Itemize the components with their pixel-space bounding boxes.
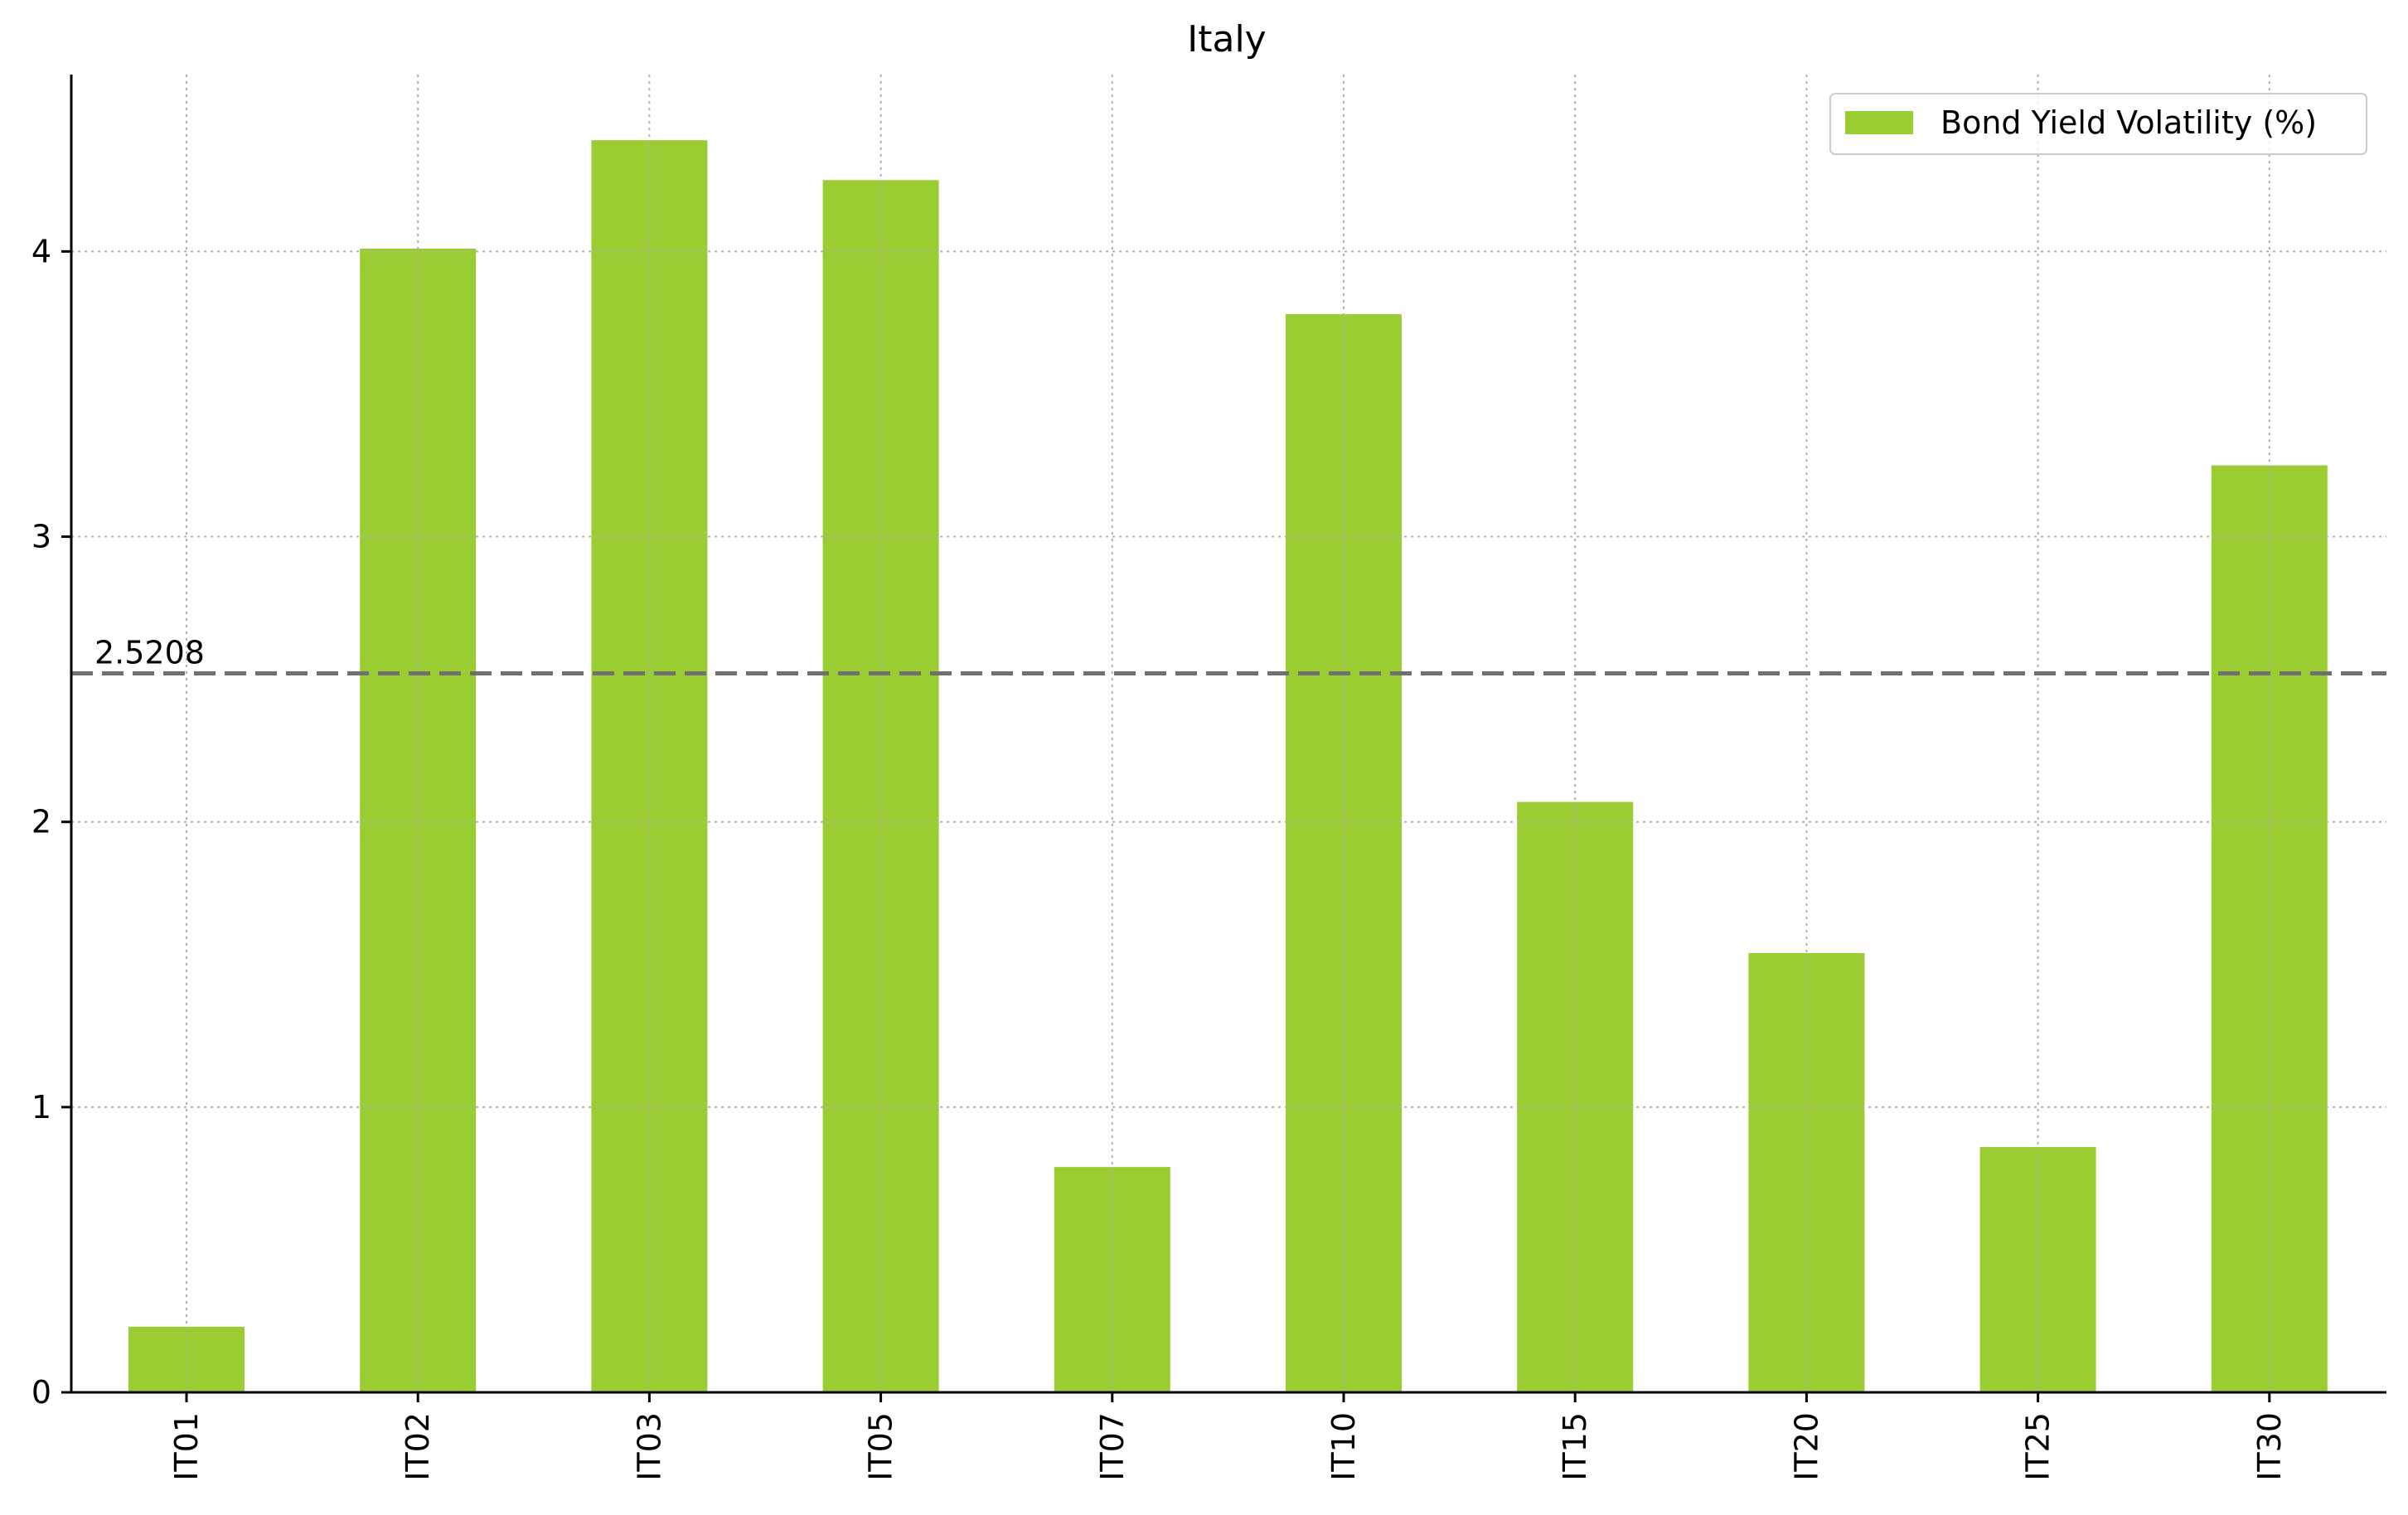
- chart-title: Italy: [1187, 18, 1266, 61]
- axes: [70, 75, 2386, 1394]
- legend: Bond Yield Volatility (%): [1829, 93, 2367, 155]
- y-tick-label: 4: [31, 233, 51, 269]
- y-tick-label: 1: [31, 1089, 51, 1125]
- x-tick-label-it15: IT15: [1557, 1412, 1593, 1481]
- y-tick-label: 0: [31, 1374, 51, 1411]
- x-tick-label-it30: IT30: [2251, 1412, 2288, 1481]
- y-tick-label: 3: [31, 519, 51, 555]
- x-tick-label-it01: IT01: [168, 1412, 205, 1481]
- x-tick-label-it20: IT20: [1788, 1412, 1824, 1481]
- bar-it30: [2211, 465, 2328, 1392]
- y-ticks: 0 1 2 3 4: [31, 233, 71, 1411]
- y-tick-label: 2: [31, 804, 51, 840]
- x-ticks: IT01 IT02 IT03 IT05 IT07 IT10 IT15 IT20 IT25 IT30: [168, 1392, 2288, 1481]
- legend-box: [1829, 93, 2367, 155]
- bar-it02: [360, 248, 477, 1392]
- x-tick-label-it03: IT03: [631, 1412, 667, 1481]
- reference-line-group: 2.5208: [71, 634, 2386, 675]
- mean-reference-label: 2.5208: [94, 634, 205, 670]
- bar-it20: [1748, 953, 1865, 1392]
- x-tick-label-it07: IT07: [1094, 1412, 1131, 1481]
- grid-lines: [71, 75, 2386, 1392]
- legend-label: Bond Yield Volatility (%): [1940, 104, 2317, 141]
- bar-it07: [1054, 1167, 1170, 1392]
- x-tick-label-it10: IT10: [1325, 1412, 1362, 1481]
- bar-series: [128, 140, 2328, 1393]
- x-tick-label-it02: IT02: [400, 1412, 436, 1481]
- x-tick-label-it25: IT25: [2020, 1412, 2057, 1481]
- legend-swatch: [1845, 111, 1913, 134]
- x-tick-label-it05: IT05: [863, 1412, 899, 1481]
